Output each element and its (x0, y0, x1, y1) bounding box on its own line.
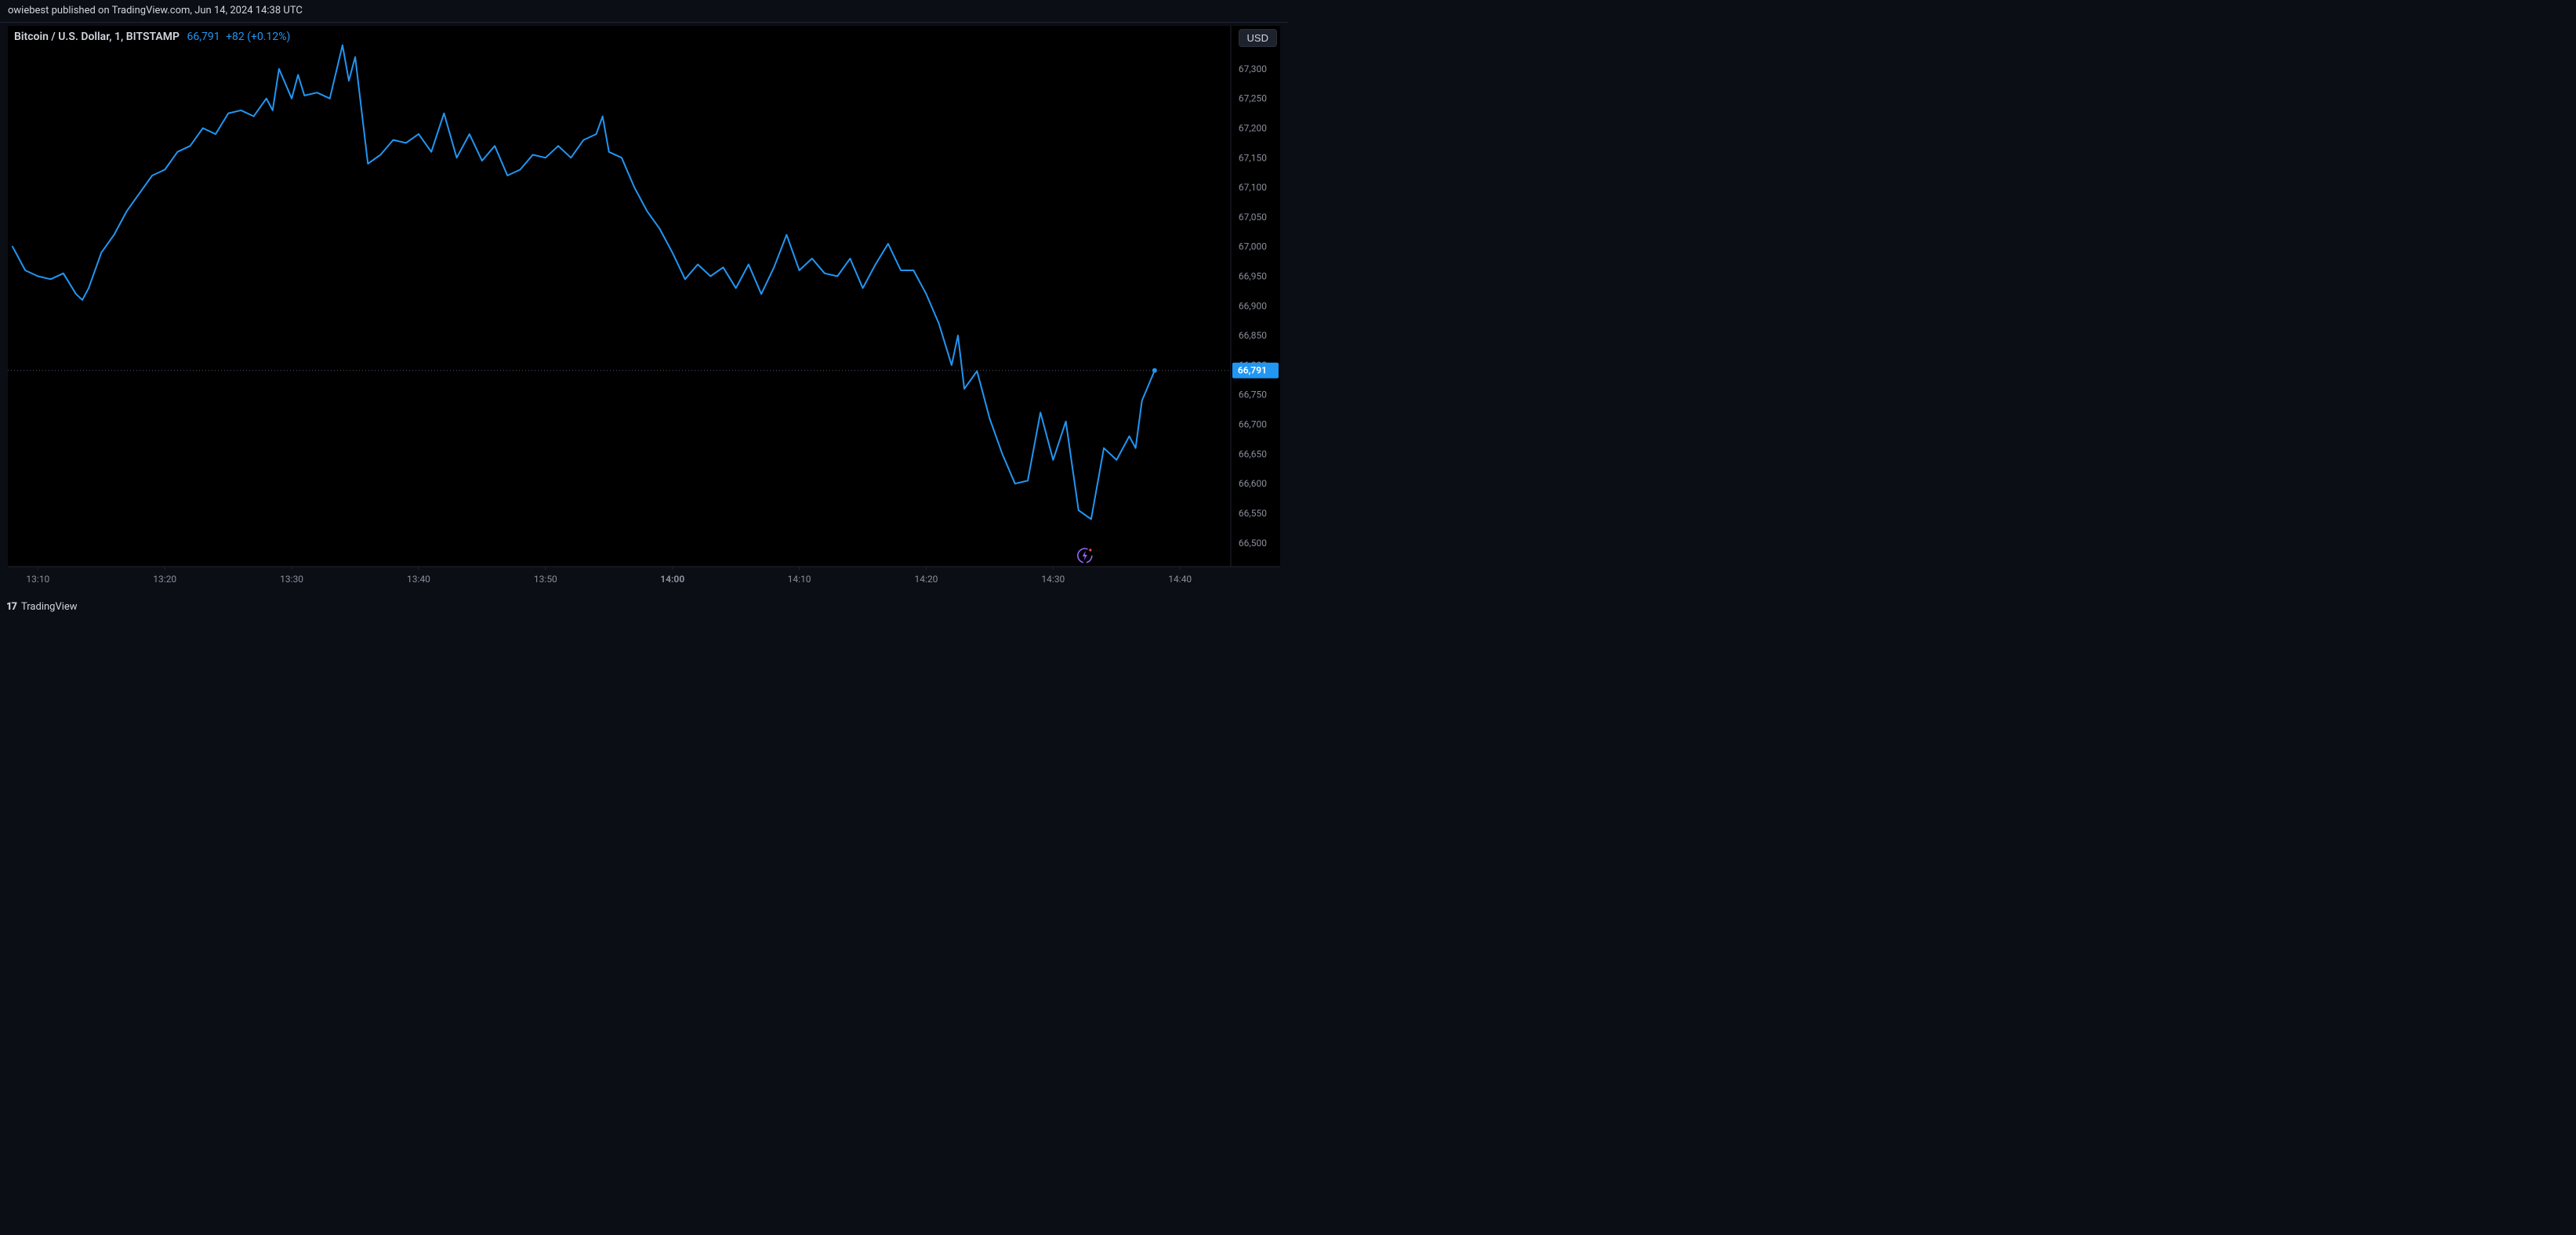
currency-button[interactable]: USD (1239, 29, 1277, 47)
tradingview-logo-text: TradingView (21, 601, 78, 613)
x-axis-label: 14:40 (1168, 574, 1192, 585)
last-price-dot (1152, 368, 1157, 373)
y-axis-label: 67,000 (1239, 241, 1267, 252)
y-axis-label: 67,300 (1239, 63, 1267, 74)
publish-text: owiebest published on TradingView.com, J… (8, 5, 303, 16)
y-axis-label: 66,900 (1239, 300, 1267, 311)
y-axis-label: 66,850 (1239, 330, 1267, 341)
y-axis-label: 66,750 (1239, 389, 1267, 400)
footer-branding: 17 TradingView (6, 601, 78, 613)
x-axis-label: 13:10 (26, 574, 49, 585)
publish-bar: owiebest published on TradingView.com, J… (0, 0, 1288, 23)
current-price-tag: 66,791 (1232, 363, 1279, 378)
price-change: +82 (+0.12%) (226, 31, 290, 43)
y-axis-label: 66,950 (1239, 271, 1267, 282)
y-axis-label: 66,500 (1239, 538, 1267, 549)
y-axis-label: 66,550 (1239, 508, 1267, 519)
svg-text:66,791: 66,791 (1238, 365, 1267, 376)
x-axis-label: 14:20 (915, 574, 938, 585)
y-axis-label: 66,600 (1239, 478, 1267, 489)
x-axis-label: 13:20 (153, 574, 176, 585)
x-axis-label: 14:00 (660, 574, 684, 585)
y-axis-label: 67,150 (1239, 152, 1267, 163)
y-axis-label: 66,650 (1239, 448, 1267, 459)
x-axis-label: 14:10 (788, 574, 811, 585)
price-chart[interactable]: 67,35067,30067,25067,20067,15067,10067,0… (8, 26, 1280, 590)
x-axis-label: 13:30 (280, 574, 303, 585)
y-axis-label: 67,050 (1239, 212, 1267, 223)
chart-screenshot: owiebest published on TradingView.com, J… (0, 0, 1288, 618)
y-axis-label: 67,200 (1239, 123, 1267, 134)
x-axis-label: 14:30 (1041, 574, 1065, 585)
tradingview-logo-icon: 17 (6, 601, 16, 613)
y-axis-label: 66,700 (1239, 419, 1267, 430)
last-price: 66,791 (187, 31, 220, 43)
symbol-info-line: Bitcoin / U.S. Dollar, 1, BITSTAMP 66,79… (14, 31, 290, 43)
x-axis-label: 13:50 (534, 574, 557, 585)
symbol-name[interactable]: Bitcoin / U.S. Dollar, 1, BITSTAMP (14, 31, 180, 43)
chart-container: Bitcoin / U.S. Dollar, 1, BITSTAMP 66,79… (8, 26, 1280, 590)
y-axis-label: 67,100 (1239, 182, 1267, 193)
x-axis-label: 13:40 (407, 574, 430, 585)
y-axis-label: 67,250 (1239, 93, 1267, 104)
